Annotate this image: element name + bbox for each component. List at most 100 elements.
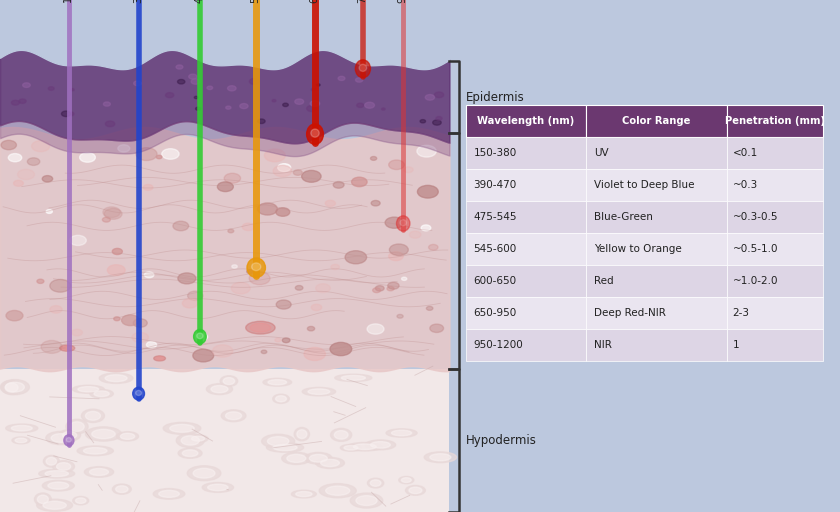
Text: Yellow to Orange: Yellow to Orange: [594, 244, 682, 254]
Ellipse shape: [273, 394, 289, 403]
Ellipse shape: [296, 492, 312, 497]
Circle shape: [224, 173, 240, 183]
Ellipse shape: [309, 455, 328, 462]
FancyBboxPatch shape: [585, 201, 727, 233]
Text: 150- 380 nm: 150- 380 nm: [64, 0, 74, 3]
Circle shape: [434, 92, 444, 98]
Text: Hypodermis: Hypodermis: [466, 434, 537, 447]
Ellipse shape: [42, 480, 74, 491]
Ellipse shape: [263, 378, 291, 386]
Ellipse shape: [2, 380, 22, 395]
Circle shape: [103, 102, 110, 106]
Circle shape: [420, 120, 426, 123]
Text: ~1.0-2.0: ~1.0-2.0: [732, 276, 778, 286]
Circle shape: [272, 99, 276, 102]
FancyBboxPatch shape: [466, 105, 585, 137]
Ellipse shape: [81, 409, 104, 422]
Ellipse shape: [370, 480, 381, 486]
Ellipse shape: [261, 434, 295, 448]
Circle shape: [330, 343, 352, 356]
Ellipse shape: [316, 457, 344, 468]
Circle shape: [417, 145, 436, 157]
Circle shape: [37, 279, 44, 284]
Text: 1: 1: [732, 340, 739, 350]
Ellipse shape: [187, 466, 221, 481]
Ellipse shape: [56, 463, 71, 470]
Circle shape: [387, 287, 394, 291]
Ellipse shape: [39, 469, 75, 478]
Circle shape: [28, 158, 39, 165]
Text: 2-3: 2-3: [732, 308, 749, 318]
Circle shape: [113, 317, 120, 321]
FancyBboxPatch shape: [727, 265, 823, 297]
Ellipse shape: [99, 373, 133, 383]
Circle shape: [357, 103, 364, 108]
Circle shape: [67, 112, 74, 116]
FancyBboxPatch shape: [585, 265, 727, 297]
Circle shape: [12, 100, 19, 105]
Ellipse shape: [46, 457, 56, 465]
Ellipse shape: [76, 498, 86, 503]
Ellipse shape: [341, 375, 365, 380]
Ellipse shape: [182, 450, 198, 457]
FancyBboxPatch shape: [727, 201, 823, 233]
Circle shape: [427, 306, 433, 310]
Ellipse shape: [365, 440, 396, 450]
Circle shape: [136, 147, 157, 160]
Circle shape: [144, 272, 154, 278]
Circle shape: [278, 164, 291, 172]
Ellipse shape: [37, 499, 72, 511]
Ellipse shape: [84, 466, 113, 477]
Ellipse shape: [105, 375, 127, 381]
Circle shape: [46, 209, 52, 214]
Circle shape: [355, 78, 363, 82]
Circle shape: [310, 101, 320, 106]
Ellipse shape: [250, 323, 270, 332]
Circle shape: [421, 225, 431, 231]
Ellipse shape: [409, 487, 422, 494]
Circle shape: [50, 280, 71, 292]
Text: 475-545 nm: 475-545 nm: [195, 0, 205, 3]
Ellipse shape: [90, 468, 108, 476]
Text: 600-650 nm: 600-650 nm: [310, 0, 320, 3]
Ellipse shape: [62, 432, 76, 439]
Circle shape: [428, 244, 438, 250]
Ellipse shape: [178, 448, 202, 458]
Circle shape: [191, 79, 200, 84]
Ellipse shape: [15, 438, 27, 443]
Circle shape: [249, 78, 259, 84]
FancyBboxPatch shape: [585, 105, 727, 137]
Circle shape: [70, 236, 87, 245]
FancyBboxPatch shape: [466, 137, 585, 169]
Circle shape: [132, 332, 149, 343]
Circle shape: [397, 314, 403, 318]
Text: Epidermis: Epidermis: [466, 91, 525, 104]
Circle shape: [162, 148, 179, 159]
Ellipse shape: [116, 486, 128, 493]
Circle shape: [108, 265, 125, 275]
Circle shape: [307, 105, 317, 112]
Circle shape: [18, 169, 34, 180]
Ellipse shape: [78, 387, 99, 392]
Ellipse shape: [92, 430, 115, 439]
Circle shape: [345, 251, 366, 264]
Ellipse shape: [62, 346, 72, 350]
Circle shape: [213, 345, 233, 357]
FancyBboxPatch shape: [727, 233, 823, 265]
FancyBboxPatch shape: [585, 137, 727, 169]
Circle shape: [302, 170, 321, 182]
Circle shape: [265, 149, 286, 162]
Ellipse shape: [136, 390, 141, 395]
Circle shape: [102, 207, 120, 218]
Ellipse shape: [326, 486, 349, 495]
Circle shape: [333, 182, 344, 188]
Ellipse shape: [367, 478, 384, 488]
Ellipse shape: [286, 454, 306, 462]
Ellipse shape: [5, 383, 18, 392]
Text: 390-470: 390-470: [474, 180, 517, 190]
Circle shape: [261, 350, 267, 354]
Circle shape: [71, 329, 82, 336]
Ellipse shape: [94, 391, 109, 396]
FancyBboxPatch shape: [727, 137, 823, 169]
Ellipse shape: [220, 376, 238, 387]
